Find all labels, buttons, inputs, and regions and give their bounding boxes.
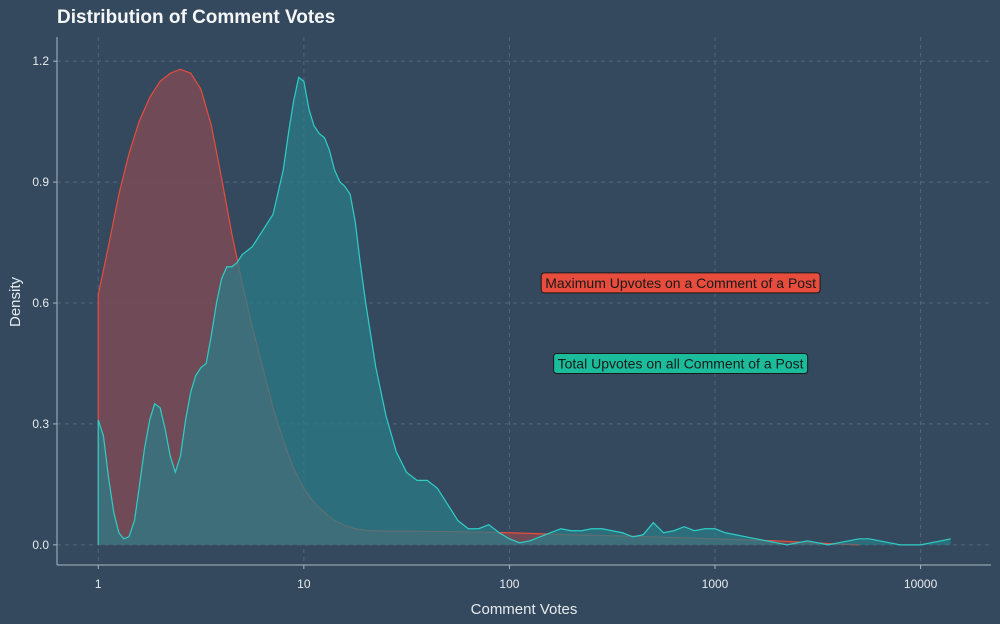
chart-title: Distribution of Comment Votes	[57, 7, 335, 28]
tick-layer: 1 10 100 1000 10000 0.0 0.3 0.6 0.9 1.2	[32, 54, 937, 591]
x-axis-label: Comment Votes	[471, 601, 578, 618]
y-tick-label: 0.9	[32, 175, 49, 189]
density-area-fill	[98, 77, 951, 545]
y-axis-label: Density	[7, 276, 24, 327]
annotation-box	[553, 352, 809, 374]
annotation-total-upvotes: Total Upvotes on all Comment of a Post	[553, 352, 809, 374]
y-tick-label: 1.2	[32, 54, 49, 68]
y-tick-label: 0.0	[32, 538, 49, 552]
annotation-layer: Maximum Upvotes on a Comment of a Post To…	[540, 272, 821, 374]
series-layer	[97, 68, 951, 546]
axis-layer	[56, 37, 991, 566]
x-tick-label: 10000	[904, 577, 938, 591]
x-tick-label: 1000	[702, 577, 729, 591]
total-upvotes-density-area	[97, 76, 951, 546]
x-tick-label: 10	[297, 577, 311, 591]
annotation-label: Total Upvotes on all Comment of a Post	[558, 355, 804, 371]
annotation-label: Maximum Upvotes on a Comment of a Post	[545, 275, 816, 291]
y-tick-label: 0.3	[32, 417, 49, 431]
x-tick-label: 100	[499, 577, 519, 591]
annotation-box	[540, 272, 821, 294]
y-tick-label: 0.6	[32, 296, 49, 310]
density-curve	[97, 76, 951, 546]
x-tick-label: 1	[95, 577, 102, 591]
annotation-max-upvotes: Maximum Upvotes on a Comment of a Post	[540, 272, 821, 294]
